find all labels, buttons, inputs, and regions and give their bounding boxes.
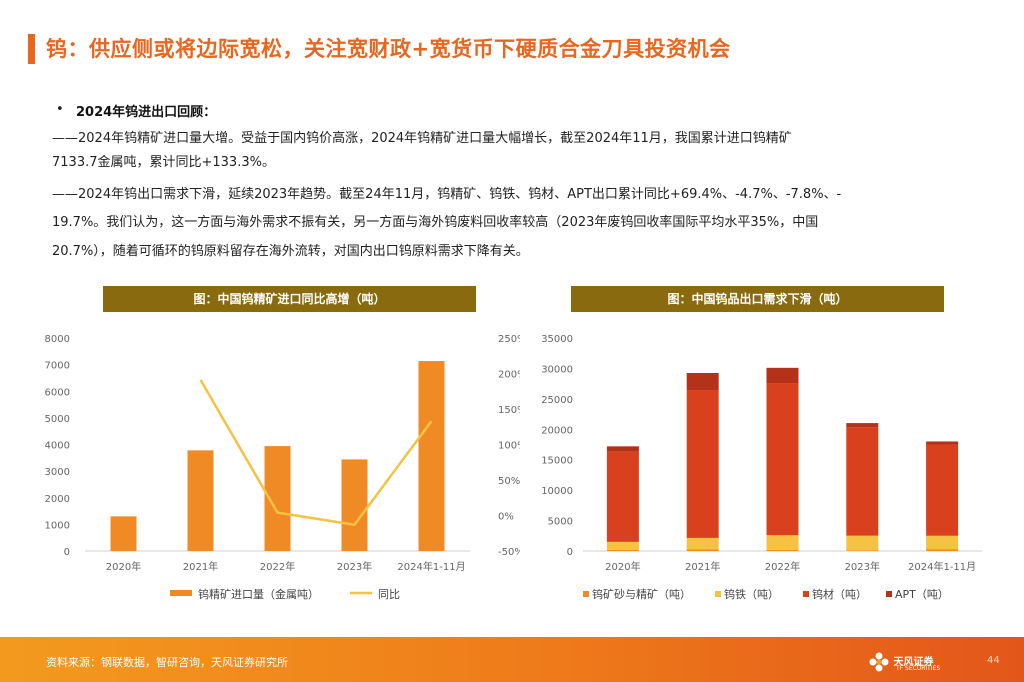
chart2-legend-swatch xyxy=(886,591,892,597)
chart2-x-tick-label: 2021年 xyxy=(685,560,720,573)
chart1-legend-bar-swatch xyxy=(170,590,192,596)
chart2-y-tick-label: 30000 xyxy=(541,364,573,375)
chart1-right-tick-label: 250% xyxy=(498,334,520,345)
chart1-left-tick-label: 1000 xyxy=(45,520,70,531)
chart1-left-tick-label: 6000 xyxy=(45,387,70,398)
chart1-right-tick-label: 100% xyxy=(498,441,520,452)
chart2-bar-segment xyxy=(926,535,959,550)
chart2-x-tick-label: 2023年 xyxy=(845,560,880,573)
chart1-x-tick-label: 2020年 xyxy=(106,560,141,573)
chart1-right-tick-label: 50% xyxy=(498,476,520,487)
chart1-left-tick-label: 2000 xyxy=(45,494,70,505)
chart2-y-tick-label: 15000 xyxy=(541,456,573,467)
chart2-bar-segment xyxy=(926,441,959,445)
chart2-bar-segment xyxy=(766,535,799,550)
chart1-right-tick-label: 0% xyxy=(498,512,514,523)
chart2-bar-segment xyxy=(606,451,639,542)
chart2-bar-segment xyxy=(606,446,639,452)
logo: 天风证券 xyxy=(868,651,933,673)
chart2-bar-segment xyxy=(686,549,719,551)
chart2-bar-segment xyxy=(766,367,799,384)
chart2-bar-segment xyxy=(846,427,879,536)
chart1-x-tick-label: 2022年 xyxy=(260,560,295,573)
logo-subtext: TF SECURITIES xyxy=(896,665,941,672)
chart1-legend-line-label: 同比 xyxy=(378,588,400,601)
chart2-y-tick-label: 20000 xyxy=(541,425,573,436)
chart2-bar-segment xyxy=(846,550,879,551)
chart2-title: 图：中国钨品出口需求下滑（吨） xyxy=(571,286,944,312)
chart2-x-tick-label: 2020年 xyxy=(605,560,640,573)
para1-line1: ——2024年钨精矿进口量大增。受益于国内钨价高涨，2024年钨精矿进口量大幅增… xyxy=(52,131,792,146)
chart2-y-tick-label: 0 xyxy=(567,547,573,558)
chart1-legend-bar-label: 钨精矿进口量（金属吨） xyxy=(198,587,319,601)
chart2-x-tick-label: 2022年 xyxy=(765,560,800,573)
chart2-bar-segment xyxy=(846,535,879,551)
bullet-heading: 2024年钨进出口回顾： xyxy=(76,105,217,120)
chart1-line-series xyxy=(199,379,433,527)
chart2-bar-segment xyxy=(766,383,799,536)
chart2-bar-segment xyxy=(846,423,879,428)
footer-bar xyxy=(0,637,1024,682)
chart1-svg: 0 1000 2000 3000 4000 5000 6000 7000 8000 -50% 0% 5… xyxy=(45,334,520,601)
chart2-y-tick-label: 5000 xyxy=(548,517,573,528)
chart2-bar-segment xyxy=(686,390,719,538)
chart2-bar-segment xyxy=(686,537,719,550)
chart1-title: 图：中国钨精矿进口同比高增（吨） xyxy=(103,286,476,312)
chart1-left-tick-label: 4000 xyxy=(45,441,70,452)
flower-logo-icon xyxy=(869,652,889,672)
chart2-legend-swatch xyxy=(803,591,809,597)
chart2-bar-segment xyxy=(606,549,639,551)
footer-source: 资料来源：钢联数据，智研咨询，天风证券研究所 xyxy=(46,656,288,669)
chart1-left-tick-label: 3000 xyxy=(45,467,70,478)
title-accent-bar xyxy=(28,34,35,64)
chart2-bar-segment xyxy=(926,444,959,536)
chart2-legend-label: 钨铁（吨） xyxy=(724,588,779,601)
chart2-legend-swatch xyxy=(583,591,589,597)
chart2-bar-segment xyxy=(926,549,959,551)
para2-line1: ——2024年钨出口需求下滑，延续2023年趋势。截至24年11月，钨精矿、钨铁… xyxy=(52,187,842,202)
chart2-bar-segment xyxy=(686,372,719,391)
chart2-y-tick-label: 10000 xyxy=(541,486,573,497)
para2-line3: 20.7%），随着可循环的钨原料留存在海外流转，对国内出口钨原料需求下降有关。 xyxy=(52,244,529,259)
chart2-legend-swatch xyxy=(715,591,721,597)
para1-line2: 7133.7金属吨，累计同比+133.3%。 xyxy=(52,155,275,170)
chart1-bar xyxy=(418,361,445,551)
page-number: 44 xyxy=(987,655,1000,666)
chart1-left-tick-label: 8000 xyxy=(45,334,70,345)
chart1-left-tick-label: 5000 xyxy=(45,414,70,425)
chart1-bar xyxy=(110,516,137,551)
logo-text: 天风证券 xyxy=(893,657,934,668)
chart1-bar xyxy=(187,450,214,551)
chart2-svg: 0 5000 10000 15000 20000 25000 30000 35000 2020年… xyxy=(541,334,982,601)
chart1-right-tick-label: 150% xyxy=(498,405,520,416)
bullet-icon: • xyxy=(56,102,64,117)
chart1-x-tick-label: 2023年 xyxy=(337,560,372,573)
chart2-y-tick-label: 35000 xyxy=(541,334,573,345)
chart1-right-tick-label: 200% xyxy=(498,370,520,381)
chart2-legend-label: APT（吨） xyxy=(895,588,949,601)
chart2-y-tick-label: 25000 xyxy=(541,395,573,406)
chart1-left-tick-label: 0 xyxy=(64,547,70,558)
page-title: 钨：供应侧或将边际宽松，关注宽财政+宽货币下硬质合金刀具投资机会 xyxy=(46,37,731,61)
chart1-right-tick-label: -50% xyxy=(498,547,520,558)
chart2-legend-label: 钨矿砂与精矿（吨） xyxy=(592,588,691,601)
chart2-x-tick-label: 2024年1-11月 xyxy=(908,560,976,573)
chart1-x-tick-label: 2021年 xyxy=(183,560,218,573)
chart1-left-tick-label: 7000 xyxy=(45,361,70,372)
para2-line2: 19.7%。我们认为，这一方面与海外需求不振有关，另一方面与海外钨废料回收率较高… xyxy=(52,215,819,230)
chart2-bar-segment xyxy=(766,549,799,551)
chart1-x-tick-label: 2024年1-11月 xyxy=(397,560,465,573)
chart2-bar-segment xyxy=(606,541,639,550)
chart2-legend-label: 钨材（吨） xyxy=(812,587,867,601)
chart1-bar xyxy=(341,459,368,551)
